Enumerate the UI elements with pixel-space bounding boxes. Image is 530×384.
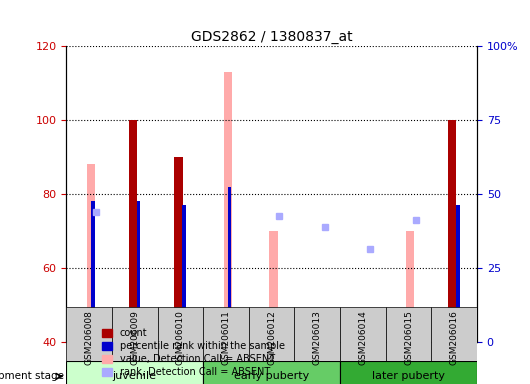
Text: GSM206011: GSM206011 [222,310,231,365]
Text: GSM206008: GSM206008 [85,310,94,365]
FancyBboxPatch shape [295,307,340,361]
FancyBboxPatch shape [431,307,477,361]
Bar [174,157,183,342]
Bar [456,205,460,342]
Bar [137,201,140,342]
FancyBboxPatch shape [249,307,295,361]
FancyBboxPatch shape [203,307,249,361]
FancyBboxPatch shape [66,307,112,361]
Bar [182,205,186,342]
Bar [87,164,95,342]
Bar [448,120,456,342]
FancyBboxPatch shape [112,307,157,361]
Text: GSM206013: GSM206013 [313,310,322,365]
Bar [315,308,323,342]
Bar [91,201,94,342]
FancyBboxPatch shape [340,361,477,384]
Text: early puberty: early puberty [234,371,309,381]
Bar [360,327,369,342]
FancyBboxPatch shape [386,307,431,361]
FancyBboxPatch shape [66,361,203,384]
FancyBboxPatch shape [340,307,386,361]
Text: GSM206010: GSM206010 [176,310,185,365]
Bar [224,72,232,342]
Title: GDS2862 / 1380837_at: GDS2862 / 1380837_at [191,30,352,44]
Bar [407,231,414,342]
Bar [228,187,232,342]
Text: GSM206015: GSM206015 [404,310,413,365]
Text: GSM206009: GSM206009 [130,310,139,365]
Bar [129,120,137,342]
FancyBboxPatch shape [157,307,203,361]
Text: development stage: development stage [0,371,64,381]
Text: GSM206012: GSM206012 [267,310,276,365]
Legend: count, percentile rank within the sample, value, Detection Call = ABSENT, rank, : count, percentile rank within the sample… [100,326,287,379]
Bar [269,231,278,342]
Text: later puberty: later puberty [372,371,445,381]
Text: GSM206016: GSM206016 [449,310,458,365]
Text: juvenile: juvenile [113,371,157,381]
Text: GSM206014: GSM206014 [358,310,367,365]
FancyBboxPatch shape [203,361,340,384]
